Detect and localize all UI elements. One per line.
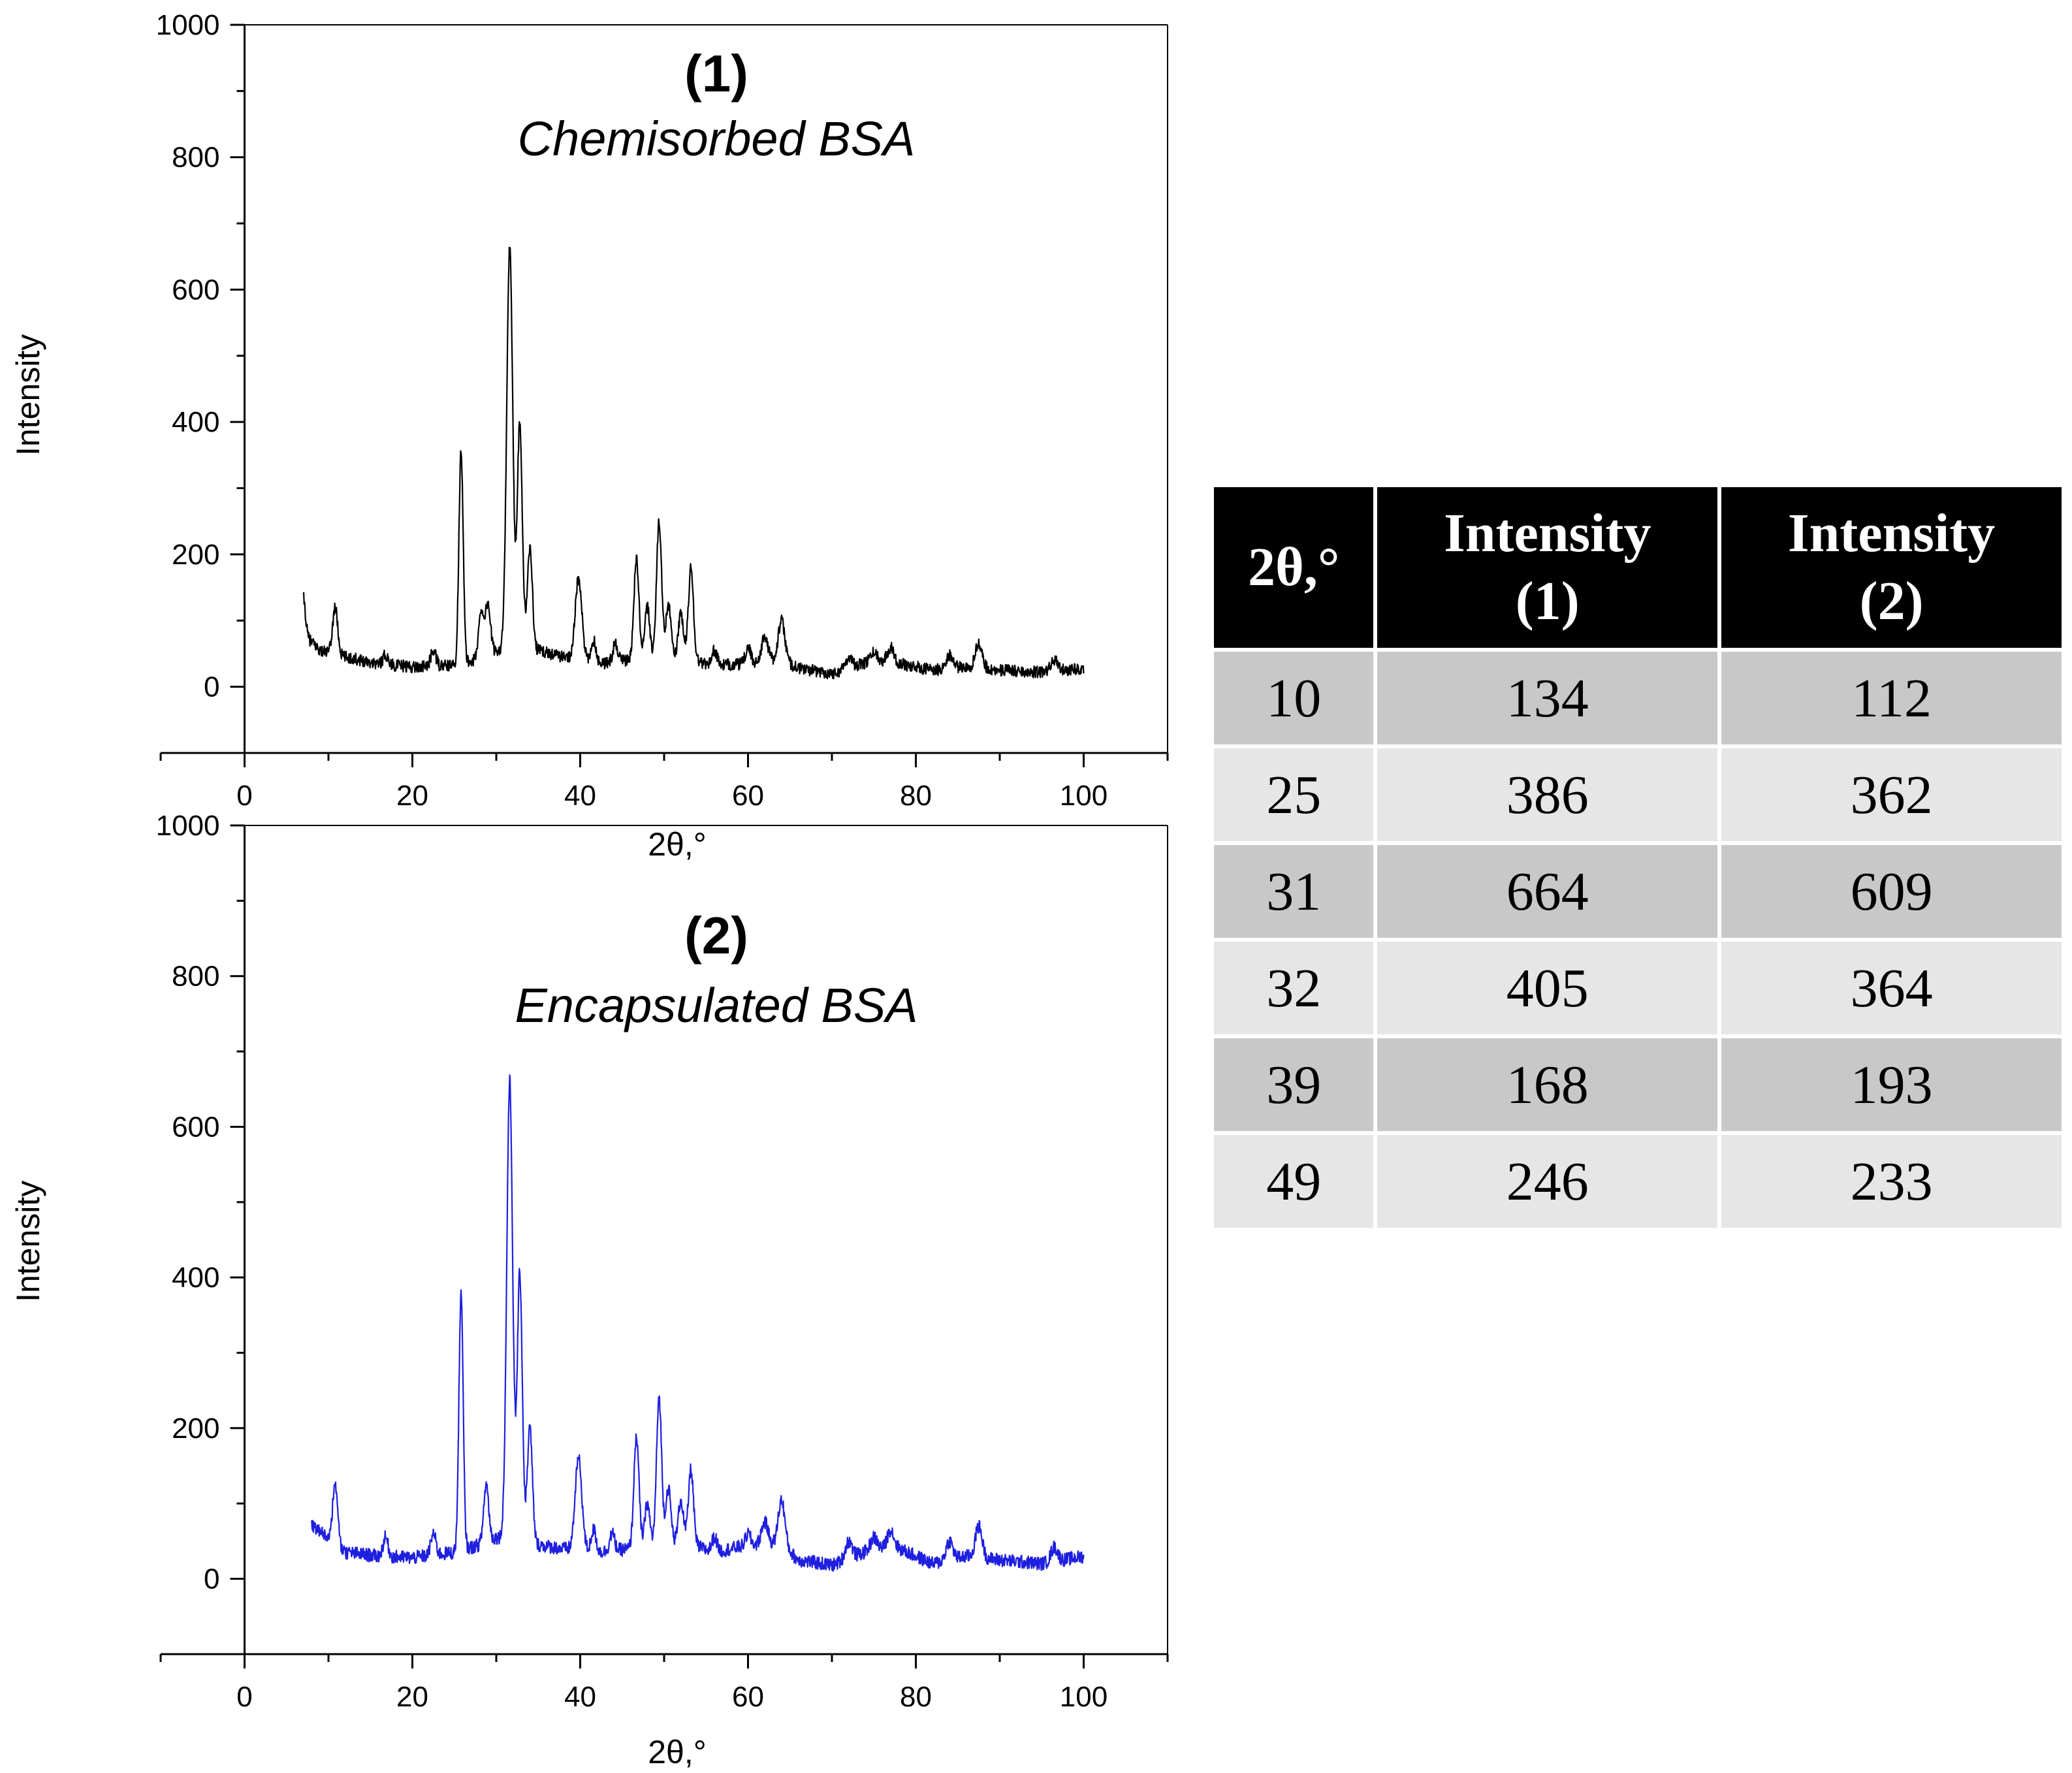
table-cell-angle: 25 — [1214, 748, 1374, 841]
x-tick-label: 80 — [900, 780, 932, 812]
header-intensity-1-sample: (1) — [1515, 571, 1580, 631]
panel-number-label: (1) — [684, 44, 748, 103]
table-header-intensity-1: Intensity (1) — [1377, 487, 1718, 648]
table-row: 39 168 193 — [1214, 1038, 2062, 1131]
panel-title: Chemisorbed BSA — [518, 112, 916, 166]
table-row: 49 246 233 — [1214, 1135, 2062, 1228]
y-tick-label: 800 — [172, 142, 219, 174]
table-row: 32 405 364 — [1214, 942, 2062, 1034]
x-tick-label: 100 — [1060, 1681, 1108, 1713]
table-header-angle: 2θ,° — [1214, 487, 1374, 648]
table-cell-angle: 10 — [1214, 652, 1374, 744]
table-cell-angle: 49 — [1214, 1135, 1374, 1228]
x-axis-title: 2θ,° — [648, 1734, 707, 1770]
chart-panel-chemisorbed: 0 200 400 600 800 1000 0 20 40 60 80 100 2θ,° Intensi… — [10, 9, 1169, 863]
table-cell-intensity-1: 246 — [1377, 1135, 1718, 1228]
table-cell-angle: 39 — [1214, 1038, 1374, 1131]
table-cell-intensity-1: 664 — [1377, 845, 1718, 938]
x-tick-label: 80 — [900, 1681, 932, 1713]
x-tick-label: 60 — [732, 780, 764, 812]
header-intensity-1-label: Intensity — [1444, 503, 1651, 564]
table-cell-intensity-1: 405 — [1377, 942, 1718, 1034]
table-cell-intensity-2: 193 — [1721, 1038, 2062, 1131]
peak-intensity-table: 2θ,° Intensity (1) Intensity (2) 10 134 … — [1210, 483, 2065, 1232]
table-cell-angle: 32 — [1214, 942, 1374, 1034]
table-cell-intensity-2: 112 — [1721, 652, 2062, 744]
y-tick-label: 0 — [204, 1563, 219, 1595]
table-row: 31 664 609 — [1214, 845, 2062, 938]
chart-panel-encapsulated: 0 200 400 600 800 1000 0 20 40 60 80 100 2θ,° Intensi… — [10, 810, 1169, 1770]
y-tick-label: 200 — [172, 539, 219, 571]
table-cell-intensity-2: 364 — [1721, 942, 2062, 1034]
x-tick-label: 40 — [564, 1681, 596, 1713]
header-intensity-2-sample: (2) — [1859, 571, 1924, 631]
table-cell-intensity-2: 362 — [1721, 748, 2062, 841]
table-cell-angle: 31 — [1214, 845, 1374, 938]
x-tick-label: 0 — [236, 780, 252, 812]
y-tick-label: 400 — [172, 406, 219, 438]
x-tick-label: 40 — [564, 780, 596, 812]
y-tick-label: 1000 — [156, 810, 220, 842]
y-tick-label: 800 — [172, 961, 219, 993]
y-axis-title: Intensity — [10, 1181, 46, 1302]
table-header-intensity-2: Intensity (2) — [1721, 487, 2062, 648]
x-tick-label: 20 — [396, 1681, 428, 1713]
table-cell-intensity-1: 386 — [1377, 748, 1718, 841]
table-cell-intensity-1: 168 — [1377, 1038, 1718, 1131]
xrd-pattern-line — [311, 1074, 1085, 1572]
y-tick-label: 600 — [172, 274, 219, 306]
header-angle-label: 2θ,° — [1247, 537, 1340, 598]
panel-title: Encapsulated BSA — [515, 978, 917, 1032]
header-intensity-2-label: Intensity — [1787, 503, 1996, 564]
y-axis-title: Intensity — [10, 334, 46, 456]
y-tick-label: 600 — [172, 1111, 219, 1143]
table-cell-intensity-1: 134 — [1377, 652, 1718, 744]
table-row: 25 386 362 — [1214, 748, 2062, 841]
xrd-pattern-line — [302, 246, 1085, 680]
table-cell-intensity-2: 609 — [1721, 845, 2062, 938]
x-tick-label: 0 — [236, 1681, 252, 1713]
y-tick-label: 0 — [204, 671, 219, 703]
x-tick-label: 60 — [732, 1681, 764, 1713]
table-header-row: 2θ,° Intensity (1) Intensity (2) — [1214, 487, 2062, 648]
x-tick-label: 20 — [396, 780, 428, 812]
x-axis-title: 2θ,° — [648, 826, 707, 863]
x-tick-label: 100 — [1060, 780, 1108, 812]
table-cell-intensity-2: 233 — [1721, 1135, 2062, 1228]
y-tick-label: 200 — [172, 1413, 219, 1445]
y-tick-label: 400 — [172, 1262, 219, 1294]
panel-number-label: (2) — [684, 906, 748, 965]
table-row: 10 134 112 — [1214, 652, 2062, 744]
y-tick-label: 1000 — [156, 9, 220, 41]
